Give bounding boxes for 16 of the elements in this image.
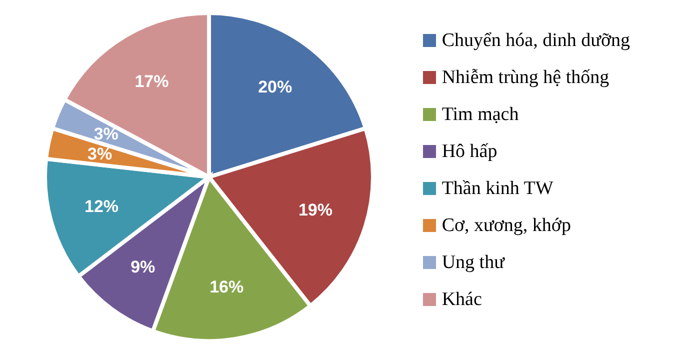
legend-label: Ung thư — [442, 251, 504, 275]
data-label: 12% — [84, 197, 119, 216]
data-label: 20% — [258, 78, 292, 97]
data-label: 9% — [130, 257, 156, 276]
data-label: 17% — [134, 72, 169, 91]
data-label: 3% — [94, 124, 118, 144]
legend-label: Cơ, xương, khớp — [442, 214, 571, 238]
data-label: 3% — [88, 144, 112, 164]
legend-label: Chuyển hóa, dinh dưỡng — [442, 29, 630, 53]
legend-label: Nhiễm trùng hệ thống — [442, 66, 610, 90]
legend-label: Khác — [442, 288, 482, 312]
data-label: 16% — [210, 278, 244, 297]
data-label: 19% — [298, 200, 333, 220]
legend-label: Tim mạch — [442, 103, 519, 127]
legend-label: Thần kinh TW — [442, 177, 554, 201]
legend-label: Hô hấp — [442, 140, 498, 164]
